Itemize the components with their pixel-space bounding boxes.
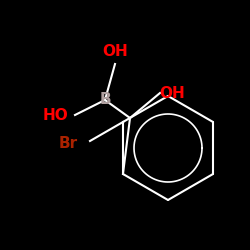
Text: OH: OH (102, 44, 128, 60)
Text: OH: OH (159, 86, 185, 100)
Text: HO: HO (42, 108, 68, 122)
Text: Br: Br (58, 136, 78, 150)
Text: B: B (99, 92, 111, 108)
